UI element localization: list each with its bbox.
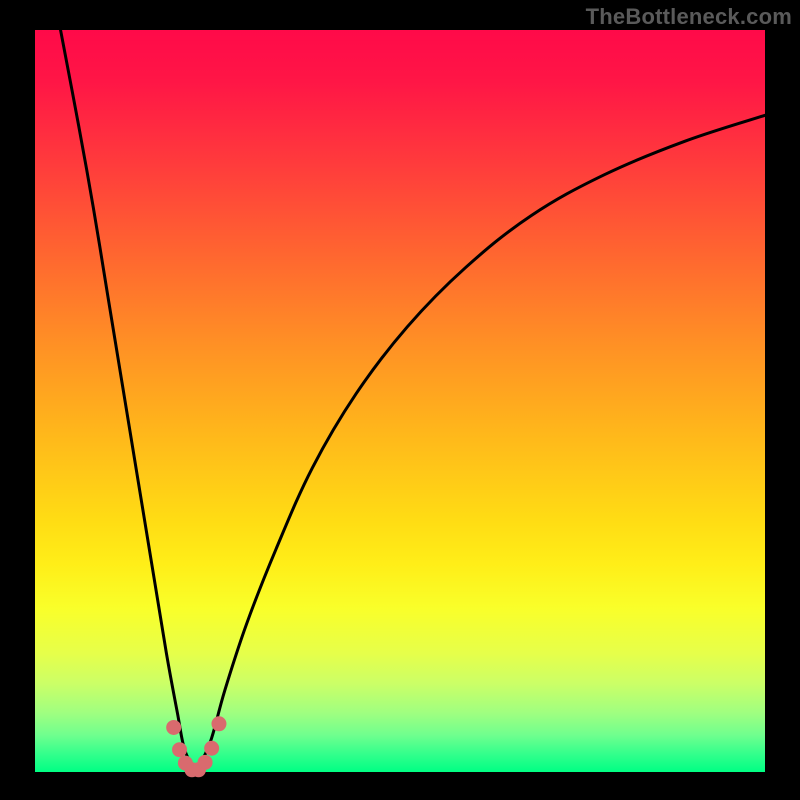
bottleneck-chart xyxy=(0,0,800,800)
watermark-text: TheBottleneck.com xyxy=(586,4,792,30)
chart-svg xyxy=(0,0,800,800)
